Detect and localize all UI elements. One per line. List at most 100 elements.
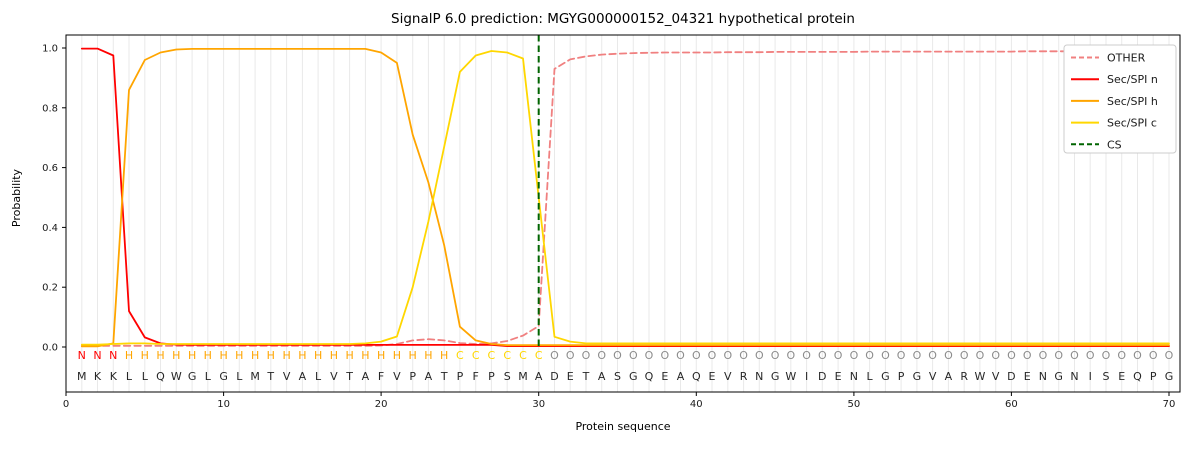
region-letter: H bbox=[141, 349, 149, 362]
region-letter: O bbox=[1023, 349, 1032, 362]
region-letter: O bbox=[755, 349, 764, 362]
region-letter: H bbox=[156, 349, 164, 362]
region-letter: O bbox=[708, 349, 717, 362]
region-letter: O bbox=[771, 349, 780, 362]
region-letter: H bbox=[298, 349, 306, 362]
region-letter: O bbox=[802, 349, 811, 362]
legend-item-label: Sec/SPI c bbox=[1107, 117, 1157, 130]
sequence-letter: L bbox=[867, 370, 874, 383]
x-axis-label: Protein sequence bbox=[575, 420, 671, 433]
region-letter: O bbox=[834, 349, 843, 362]
sequence-letter: V bbox=[992, 370, 1000, 383]
sequence-letter: T bbox=[440, 370, 448, 383]
sequence-letter: T bbox=[345, 370, 353, 383]
sequence-letter: A bbox=[362, 370, 370, 383]
region-letter: O bbox=[723, 349, 732, 362]
sequence-letter: E bbox=[661, 370, 668, 383]
sequence-letter: N bbox=[850, 370, 858, 383]
x-tick-label: 20 bbox=[375, 399, 388, 410]
sequence-letter: R bbox=[960, 370, 968, 383]
region-letter: H bbox=[188, 349, 196, 362]
sequence-letter: G bbox=[771, 370, 780, 383]
region-letter: C bbox=[488, 349, 496, 362]
sequence-letter: K bbox=[110, 370, 118, 383]
sequence-letter: L bbox=[315, 370, 322, 383]
sequence-letter: K bbox=[94, 370, 102, 383]
series-line-sec-spi-h bbox=[80, 48, 1170, 348]
region-letter: H bbox=[314, 349, 322, 362]
region-letter: O bbox=[913, 349, 922, 362]
region-letter: O bbox=[850, 349, 859, 362]
sequence-letter: S bbox=[614, 370, 621, 383]
sequence-letter: V bbox=[330, 370, 338, 383]
region-letter: O bbox=[739, 349, 748, 362]
sequence-letter: R bbox=[740, 370, 748, 383]
sequence-letter: P bbox=[457, 370, 464, 383]
region-letter: H bbox=[235, 349, 243, 362]
series-line-sec-spi-c bbox=[80, 50, 1170, 346]
sequence-letter: P bbox=[898, 370, 905, 383]
x-tick-label: 60 bbox=[1005, 399, 1018, 410]
sequence-letter: A bbox=[299, 370, 307, 383]
sequence-letter: S bbox=[1103, 370, 1110, 383]
region-letter: O bbox=[865, 349, 874, 362]
region-letter: O bbox=[550, 349, 559, 362]
sequence-letter: T bbox=[582, 370, 590, 383]
y-tick-label: 0.6 bbox=[42, 163, 58, 174]
region-letter: H bbox=[172, 349, 180, 362]
sequence-letter: G bbox=[219, 370, 228, 383]
sequence-letter: Q bbox=[1133, 370, 1142, 383]
y-tick-label: 0.8 bbox=[42, 103, 58, 114]
region-letter: O bbox=[976, 349, 985, 362]
sequence-letter: E bbox=[709, 370, 716, 383]
region-letter: H bbox=[345, 349, 353, 362]
sequence-letter: V bbox=[929, 370, 937, 383]
sequence-letter: Q bbox=[645, 370, 654, 383]
sequence-letter: E bbox=[835, 370, 842, 383]
y-axis-ticks: 0.0 0.2 0.4 0.6 0.8 1.0 bbox=[42, 44, 66, 354]
region-letter: H bbox=[440, 349, 448, 362]
x-tick-label: 30 bbox=[532, 399, 545, 410]
region-letter: O bbox=[1133, 349, 1142, 362]
region-letter: O bbox=[660, 349, 669, 362]
chart-title: SignalP 6.0 prediction: MGYG000000152_04… bbox=[391, 11, 855, 27]
region-letter: N bbox=[93, 349, 101, 362]
sequence-letter: N bbox=[1070, 370, 1078, 383]
region-letter: O bbox=[1149, 349, 1158, 362]
region-letter: O bbox=[613, 349, 622, 362]
region-letter: H bbox=[282, 349, 290, 362]
sequence-letter: A bbox=[945, 370, 953, 383]
sequence-letter: D bbox=[1007, 370, 1015, 383]
region-letter: O bbox=[786, 349, 795, 362]
region-letter: O bbox=[1102, 349, 1111, 362]
sequence-letter: E bbox=[1118, 370, 1125, 383]
sequence-letter: A bbox=[425, 370, 433, 383]
legend-item-label: Sec/SPI h bbox=[1107, 95, 1158, 108]
region-letter: C bbox=[535, 349, 543, 362]
sequence-letter: V bbox=[283, 370, 291, 383]
sequence-letter: V bbox=[724, 370, 732, 383]
region-letter: C bbox=[519, 349, 527, 362]
region-letter: O bbox=[1165, 349, 1174, 362]
sequence-letter: G bbox=[913, 370, 922, 383]
region-letter: O bbox=[818, 349, 827, 362]
sequence-letter: N bbox=[755, 370, 763, 383]
sequence-letter: W bbox=[171, 370, 182, 383]
sequence-letter: G bbox=[1165, 370, 1174, 383]
sequence-letter: A bbox=[598, 370, 606, 383]
gridlines bbox=[81, 35, 1170, 392]
x-tick-label: 40 bbox=[690, 399, 703, 410]
sequence-letter: S bbox=[504, 370, 511, 383]
sequence-letter: P bbox=[409, 370, 416, 383]
sequence-letter: L bbox=[126, 370, 133, 383]
x-tick-label: 70 bbox=[1163, 399, 1176, 410]
legend-item-label: CS bbox=[1107, 138, 1122, 151]
y-tick-label: 0.4 bbox=[42, 223, 58, 234]
legend-item-label: Sec/SPI n bbox=[1107, 73, 1158, 86]
sequence-letter: A bbox=[535, 370, 543, 383]
region-letter: O bbox=[676, 349, 685, 362]
region-letter: O bbox=[582, 349, 591, 362]
sequence-letter: D bbox=[818, 370, 826, 383]
